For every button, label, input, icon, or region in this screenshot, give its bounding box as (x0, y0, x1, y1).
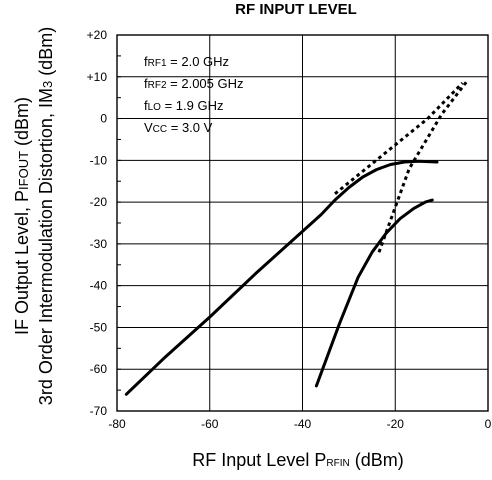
condition-0: fRF1 = 2.0 GHz (144, 54, 229, 69)
y-tick-label: +20 (87, 28, 108, 42)
condition-sub: CC (153, 124, 167, 135)
y-axis-label-line1-tail: (dBm) (12, 97, 32, 151)
condition-sub: LO (148, 102, 162, 113)
y-axis-label-line2-sub: 3 (40, 81, 55, 88)
condition-prefix: f (144, 98, 148, 113)
condition-value: = 2.0 GHz (167, 54, 230, 69)
plot-border (116, 34, 489, 412)
x-tick-label: -60 (201, 417, 219, 431)
condition-value: = 2.005 GHz (167, 76, 244, 91)
y-tick-label: -40 (90, 279, 108, 293)
condition-sub: RF2 (148, 80, 167, 91)
series (124, 80, 469, 396)
x-axis-label-main: RF Input Level P (192, 450, 326, 470)
plot-frame (116, 34, 489, 412)
y-axis-label-line1: IF Output Level, PIFOUT (dBm) (12, 97, 32, 335)
condition-sub: RF1 (148, 58, 167, 69)
y-tick-label: 0 (100, 112, 107, 126)
condition-3: VCC = 3.0 V (144, 120, 213, 135)
y-tick-label: -60 (90, 362, 108, 376)
x-tick-label: -80 (108, 417, 126, 431)
y-tick-label: -10 (90, 153, 108, 167)
x-tick-label: -20 (387, 417, 405, 431)
chart-title: RF INPUT LEVEL (235, 1, 357, 18)
y-axis-label-line2: 3rd Order Intermodulation Distortion, IM… (36, 27, 56, 405)
y-tick-label: -20 (90, 195, 108, 209)
y-tick-label: +10 (87, 70, 108, 84)
condition-prefix: V (144, 120, 153, 135)
y-tick-labels: +20 +10 0 -10 -20 -30 -40 -50 -60 -70 (87, 28, 108, 418)
x-tick-label: -40 (294, 417, 312, 431)
condition-1: fRF2 = 2.005 GHz (144, 76, 244, 91)
x-axis-label: RF Input Level PRFIN (dBm) (192, 450, 403, 470)
y-tick-label: -50 (90, 320, 108, 334)
curve-0 (124, 159, 439, 396)
condition-2: fLO = 1.9 GHz (144, 98, 223, 113)
condition-prefix: f (144, 54, 148, 69)
dotted-line-2 (334, 81, 464, 195)
x-tick-label: 0 (485, 417, 492, 431)
curve-1 (314, 198, 434, 388)
condition-value: = 3.0 V (167, 120, 212, 135)
y-axis-label-line2-tail: (dBm) (36, 27, 56, 81)
y-axis-label-line1-main: IF Output Level, P (12, 190, 32, 335)
y-axis-label-line2-main: 3rd Order Intermodulation Distortion, IM (36, 88, 56, 405)
y-tick-label: -70 (90, 404, 108, 418)
x-tick-labels: -80 -60 -40 -20 0 (108, 417, 491, 431)
grid (116, 34, 489, 412)
dotted-line-3 (377, 80, 469, 253)
y-axis-label-line1-sub: IFOUT (16, 151, 31, 190)
x-axis-label-sub: RFIN (326, 458, 349, 469)
x-axis-label-tail: (dBm) (350, 450, 404, 470)
condition-prefix: f (144, 76, 148, 91)
y-tick-label: -30 (90, 237, 108, 251)
condition-value: = 1.9 GHz (161, 98, 224, 113)
